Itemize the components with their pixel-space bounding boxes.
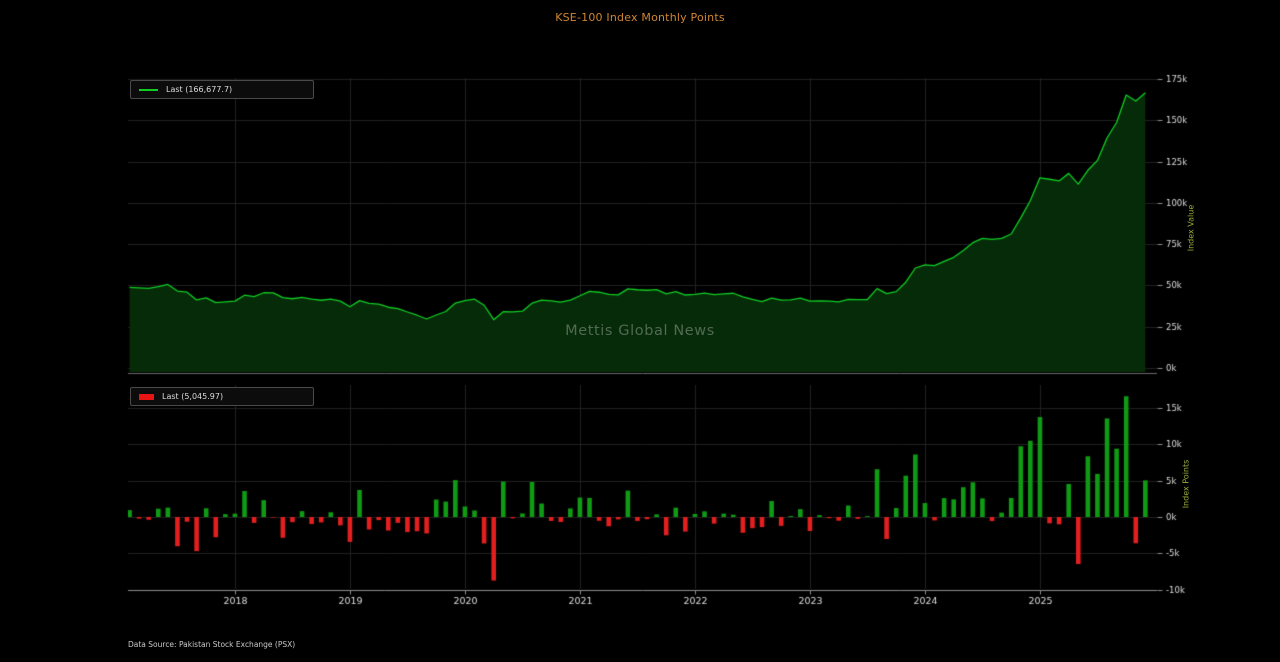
price-axis-label: Index Value: [1186, 204, 1196, 252]
change-last-value-label: Last (5,045.97): [162, 392, 224, 401]
change-panel-legend: Last (5,045.97): [130, 387, 314, 406]
bar-series-swatch-icon: [139, 393, 154, 400]
watermark-text: Mettis Global News: [565, 323, 715, 339]
chart-title: KSE-100 Index Monthly Points: [555, 11, 725, 24]
data-source-footer: Data Source: Pakistan Stock Exchange (PS…: [128, 640, 296, 649]
price-last-value-label: Last (166,677.7): [166, 85, 233, 94]
price-panel-legend: Last (166,677.7): [130, 80, 314, 99]
line-series-swatch-icon: [139, 88, 158, 91]
change-axis-label: Index Points: [1181, 459, 1191, 509]
